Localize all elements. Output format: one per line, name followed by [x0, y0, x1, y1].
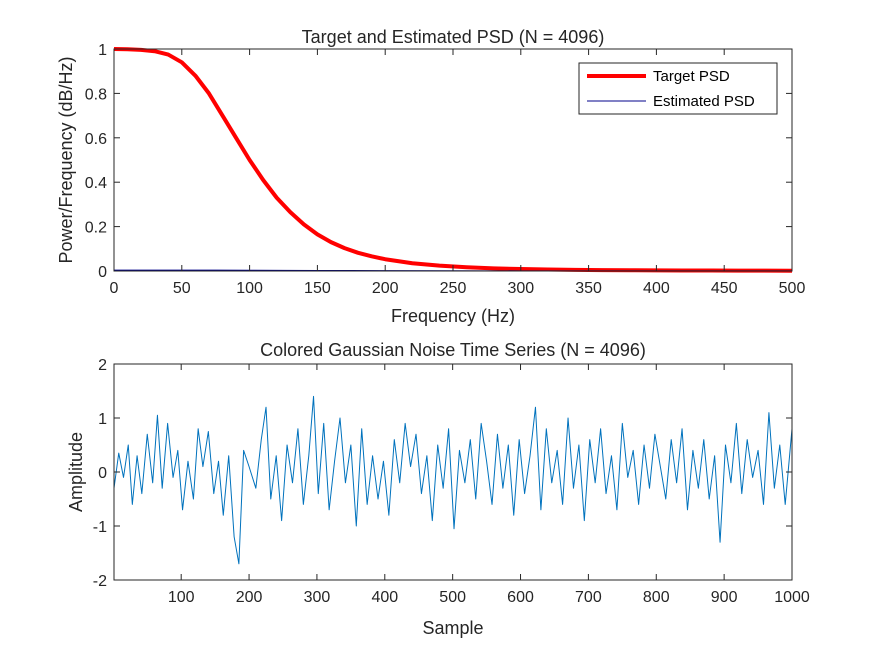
x-tick-label: 900 — [711, 589, 738, 606]
x-tick-label: 350 — [575, 280, 602, 297]
y-tick-label: 1 — [98, 411, 107, 428]
noise-y-label: Amplitude — [66, 432, 86, 512]
noise-x-ticks: 100 200 300 400 500 600 700 800 900 1000 — [168, 364, 810, 606]
noise-chart: 100 200 300 400 500 600 700 800 900 1000 -2-1012 … — [66, 340, 810, 638]
x-tick-label: 200 — [372, 280, 399, 297]
noise-x-label: Sample — [422, 618, 483, 638]
psd-y-label: Power/Frequency (dB/Hz) — [56, 56, 76, 263]
y-tick-label: -1 — [93, 519, 107, 536]
legend-entry-target: Target PSD — [653, 68, 730, 85]
psd-chart: 0 50 100 150 200 250 300 350 400 450 500 0 0.2 0.4 0.… — [56, 27, 805, 326]
series-noise-amplitude — [113, 395, 793, 565]
x-tick-label: 450 — [711, 280, 738, 297]
y-tick-label: 0 — [98, 264, 107, 281]
noise-y-ticks: -2 -1 0 1 2 — [93, 357, 792, 590]
x-tick-label: 500 — [439, 589, 466, 606]
y-tick-label: 1 — [98, 42, 107, 59]
series-target-psd — [113, 47, 793, 273]
y-tick-label: 0.2 — [85, 220, 107, 237]
x-tick-label: 800 — [643, 589, 670, 606]
x-tick-label: 500 — [779, 280, 806, 297]
y-tick-label: 0.8 — [85, 86, 107, 103]
x-tick-label: 1000 — [774, 589, 810, 606]
noise-plot-area — [113, 395, 793, 565]
x-tick-label: 150 — [304, 280, 331, 297]
psd-x-ticks: 0 50 100 150 200 250 300 350 400 450 500 — [110, 49, 806, 297]
y-tick-label: 0 — [98, 465, 107, 482]
x-tick-label: 400 — [643, 280, 670, 297]
psd-title: Target and Estimated PSD (N = 4096) — [302, 27, 605, 47]
psd-legend: Target PSD Estimated PSD — [578, 62, 778, 115]
legend-box — [578, 62, 778, 115]
psd-x-label: Frequency (Hz) — [391, 306, 515, 326]
noise-axes-background — [114, 364, 792, 580]
x-tick-label: 700 — [575, 589, 602, 606]
y-tick-label: 2 — [98, 357, 107, 374]
x-tick-label: 100 — [168, 589, 195, 606]
x-tick-label: 400 — [371, 589, 398, 606]
x-tick-label: 50 — [173, 280, 191, 297]
x-tick-label: 200 — [236, 589, 263, 606]
x-tick-label: 250 — [440, 280, 467, 297]
psd-y-ticks: 0 0.2 0.4 0.6 0.8 1 — [85, 42, 792, 281]
x-tick-label: 0 — [110, 280, 119, 297]
y-tick-label: -2 — [93, 573, 107, 590]
y-tick-label: 0.4 — [85, 175, 107, 192]
x-tick-label: 300 — [304, 589, 331, 606]
legend-entry-estimated: Estimated PSD — [653, 93, 755, 110]
x-tick-label: 300 — [507, 280, 534, 297]
x-tick-label: 600 — [507, 589, 534, 606]
noise-title: Colored Gaussian Noise Time Series (N = … — [260, 340, 646, 360]
x-tick-label: 100 — [236, 280, 263, 297]
y-tick-label: 0.6 — [85, 131, 107, 148]
